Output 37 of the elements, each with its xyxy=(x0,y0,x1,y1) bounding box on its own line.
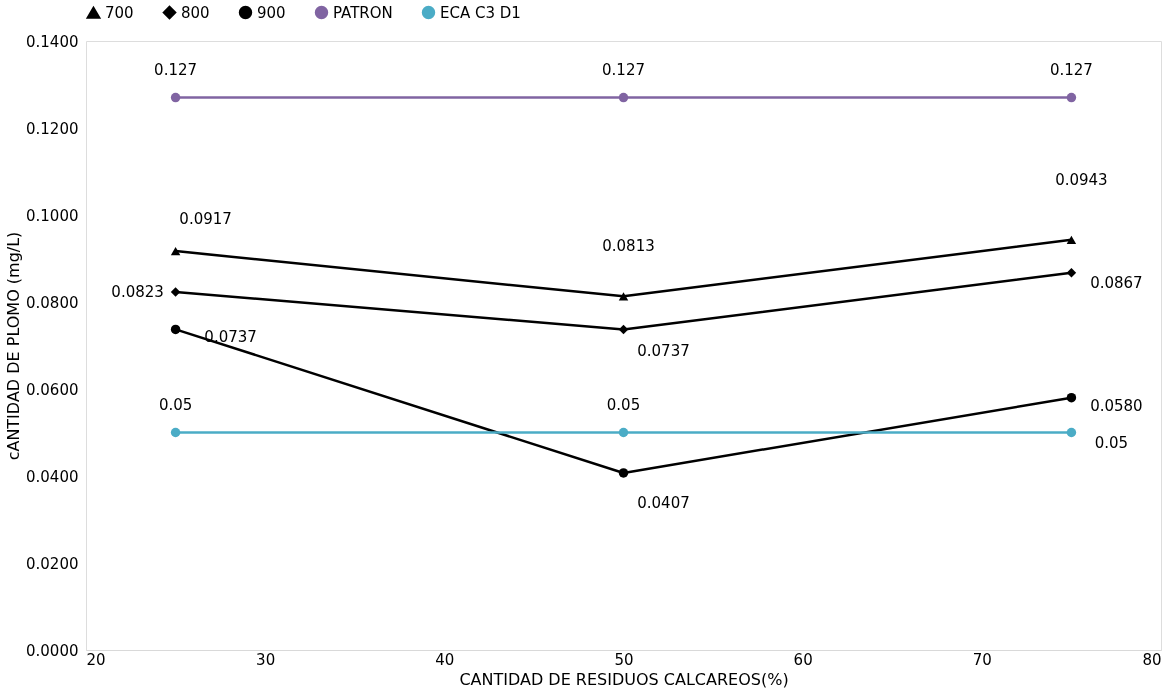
x-tick-label: 50 xyxy=(614,650,634,669)
data-label: 0.0917 xyxy=(179,210,232,229)
legend-label: 800 xyxy=(181,3,210,22)
y-tick-label: 0.0600 xyxy=(26,380,79,399)
x-axis-title: CANTIDAD DE RESIDUOS CALCAREOS(%) xyxy=(459,669,789,689)
x-tick-label: 20 xyxy=(86,650,106,669)
data-label: 0.0737 xyxy=(637,342,690,361)
y-tick-label: 0.0200 xyxy=(26,554,79,573)
data-label: 0.05 xyxy=(158,395,193,414)
data-label: 0.127 xyxy=(1049,60,1093,79)
y-tick-label: 0.1400 xyxy=(26,32,79,51)
data-label: 0.0867 xyxy=(1090,273,1143,292)
data-label: 0.0813 xyxy=(602,237,655,256)
y-axis-title: cANTIDAD DE PLOMO (mg/L) xyxy=(4,231,24,461)
y-tick-label: 0.0000 xyxy=(26,641,79,660)
data-label: 0.127 xyxy=(602,60,645,79)
data-label: 0.0580 xyxy=(1090,396,1143,415)
data-label: 0.0943 xyxy=(1055,170,1108,189)
y-tick-label: 0.1000 xyxy=(26,206,79,225)
data-label: 0.0823 xyxy=(111,282,164,301)
y-tick-label: 0.1200 xyxy=(26,119,79,138)
data-label: 0.127 xyxy=(154,60,198,79)
x-tick-label: 60 xyxy=(793,650,813,669)
data-label: 0.0407 xyxy=(637,493,690,512)
y-tick-label: 0.0400 xyxy=(26,467,79,486)
x-tick-label: 40 xyxy=(435,650,455,669)
data-label: 0.05 xyxy=(606,395,641,414)
x-tick-label: 80 xyxy=(1142,650,1162,669)
legend-label: ECA C3 D1 xyxy=(440,3,521,22)
legend-label: 900 xyxy=(257,3,286,22)
legend-label: 700 xyxy=(105,3,134,22)
data-label: 0.05 xyxy=(1094,433,1129,452)
data-label: 0.0737 xyxy=(204,328,257,347)
x-tick-label: 30 xyxy=(256,650,276,669)
y-tick-label: 0.0800 xyxy=(26,293,79,312)
legend-label: PATRON xyxy=(333,3,393,22)
x-tick-label: 70 xyxy=(972,650,992,669)
